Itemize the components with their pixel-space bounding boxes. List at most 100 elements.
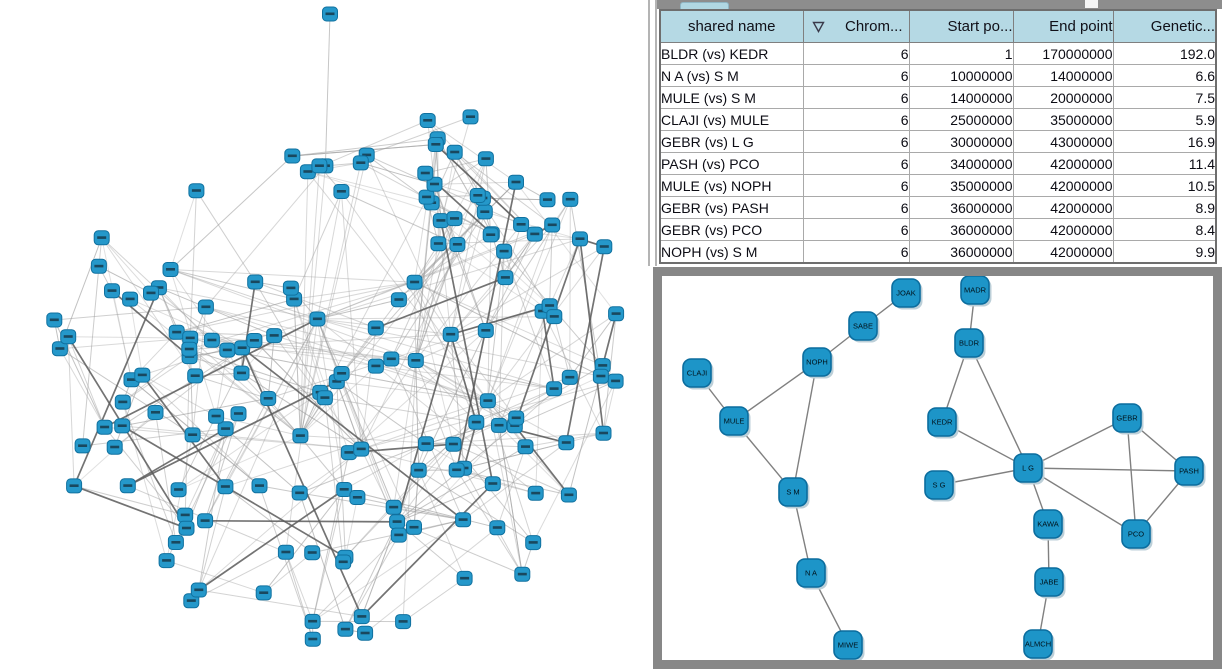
network-node[interactable] (418, 436, 434, 452)
network-node[interactable] (304, 613, 321, 629)
network-node[interactable] (469, 188, 486, 203)
network-node[interactable] (353, 441, 370, 457)
table-row[interactable]: PASH (vs) PCO 6 34000000 42000000 11.4 (659, 152, 1217, 175)
network-node[interactable] (336, 482, 353, 497)
column-header-end-point[interactable]: End point (1012, 9, 1114, 43)
network-node[interactable] (291, 485, 308, 501)
network-node[interactable] (419, 113, 436, 128)
network-node[interactable] (90, 258, 107, 274)
network-node[interactable] (508, 410, 525, 426)
network-node[interactable] (309, 311, 326, 327)
network-node[interactable] (51, 341, 68, 357)
network-node[interactable] (122, 291, 139, 307)
network-node[interactable] (353, 609, 370, 625)
network-node[interactable] (188, 183, 205, 199)
network-node[interactable] (106, 439, 123, 455)
network-node[interactable] (292, 428, 309, 444)
network-node[interactable] (476, 204, 493, 220)
network-node[interactable]: MADR (960, 276, 992, 307)
network-node[interactable] (333, 184, 350, 199)
network-node[interactable]: ALMCH (1023, 629, 1055, 660)
network-node[interactable] (282, 280, 299, 296)
network-node[interactable] (430, 236, 447, 252)
network-node[interactable] (449, 237, 466, 252)
network-node[interactable] (304, 631, 321, 647)
network-node[interactable] (446, 144, 463, 160)
network-node[interactable] (448, 462, 465, 478)
network-node[interactable] (304, 545, 321, 561)
network-node[interactable] (406, 519, 422, 535)
network-node[interactable] (432, 213, 449, 229)
network-node[interactable] (446, 211, 463, 227)
network-node[interactable] (508, 174, 524, 190)
column-header-start-position[interactable]: Start po... (908, 9, 1014, 43)
network-node[interactable]: GEBR (1112, 403, 1144, 435)
network-node[interactable] (462, 109, 479, 125)
network-node[interactable] (514, 566, 531, 582)
network-node[interactable] (592, 368, 609, 384)
table-row[interactable]: MULE (vs) NOPH 6 35000000 42000000 10.5 (659, 174, 1217, 197)
network-node[interactable] (484, 476, 501, 492)
network-node[interactable] (513, 217, 530, 232)
splitter-grip[interactable] (1085, 0, 1098, 8)
table-row[interactable]: GEBR (vs) PCO 6 36000000 42000000 8.4 (659, 218, 1217, 241)
network-node[interactable] (93, 230, 110, 246)
table-row[interactable]: GEBR (vs) L G 6 30000000 43000000 16.9 (659, 130, 1217, 153)
network-node[interactable] (96, 419, 113, 435)
network-node[interactable] (60, 329, 77, 345)
network-node[interactable] (162, 262, 179, 277)
network-node[interactable]: MIWE (833, 630, 865, 660)
network-node[interactable] (390, 527, 407, 543)
network-node[interactable] (517, 439, 534, 455)
network-node[interactable] (389, 514, 406, 530)
network-node[interactable] (255, 585, 272, 601)
network-node[interactable] (170, 482, 187, 498)
network-node[interactable] (197, 513, 214, 529)
network-node[interactable] (546, 309, 563, 325)
network-node[interactable]: PASH (1174, 456, 1206, 488)
network-node[interactable] (596, 239, 613, 255)
network-node[interactable]: KEDR (927, 407, 959, 439)
network-node[interactable] (322, 6, 338, 22)
network-node[interactable] (190, 582, 207, 598)
network-node[interactable] (230, 406, 247, 422)
network-node[interactable] (367, 320, 384, 336)
network-node[interactable] (284, 148, 301, 164)
network-node[interactable] (527, 485, 544, 501)
network-node[interactable] (595, 425, 612, 441)
table-row[interactable]: MULE (vs) S M 6 14000000 20000000 7.5 (659, 86, 1217, 109)
network-node[interactable] (181, 341, 198, 357)
network-node[interactable] (104, 283, 120, 299)
network-node[interactable]: S G (924, 470, 956, 502)
network-node[interactable] (539, 192, 556, 208)
network-node[interactable] (410, 462, 427, 478)
network-node[interactable] (385, 499, 402, 515)
network-node[interactable] (187, 368, 204, 384)
table-row[interactable]: GEBR (vs) PASH 6 36000000 42000000 8.9 (659, 196, 1217, 219)
network-node[interactable] (357, 625, 374, 641)
column-header-genetic[interactable]: Genetic... (1112, 9, 1217, 43)
network-node[interactable] (349, 490, 366, 505)
table-row[interactable]: CLAJI (vs) MULE 6 25000000 35000000 5.9 (659, 108, 1217, 131)
network-node[interactable] (562, 191, 579, 207)
network-node[interactable] (525, 535, 542, 551)
network-node[interactable] (558, 435, 575, 451)
network-node[interactable]: NOPH (802, 347, 834, 379)
network-node[interactable] (526, 226, 543, 242)
network-node[interactable] (496, 243, 513, 259)
network-node[interactable] (489, 520, 506, 536)
network-node[interactable] (203, 332, 220, 348)
network-node[interactable] (66, 478, 83, 494)
network-node[interactable] (407, 353, 424, 368)
network-node[interactable] (572, 231, 588, 247)
network-node[interactable] (143, 285, 159, 301)
panel-splitter[interactable] (648, 0, 657, 266)
network-node[interactable] (114, 418, 131, 434)
network-node[interactable] (442, 326, 459, 342)
table-row[interactable]: NOPH (vs) S M 6 36000000 42000000 9.9 (659, 240, 1217, 264)
network-node[interactable] (266, 328, 283, 344)
filter-funnel-icon[interactable] (811, 21, 825, 33)
network-node[interactable] (158, 553, 175, 569)
network-node[interactable] (406, 274, 423, 290)
network-node[interactable] (247, 274, 264, 290)
